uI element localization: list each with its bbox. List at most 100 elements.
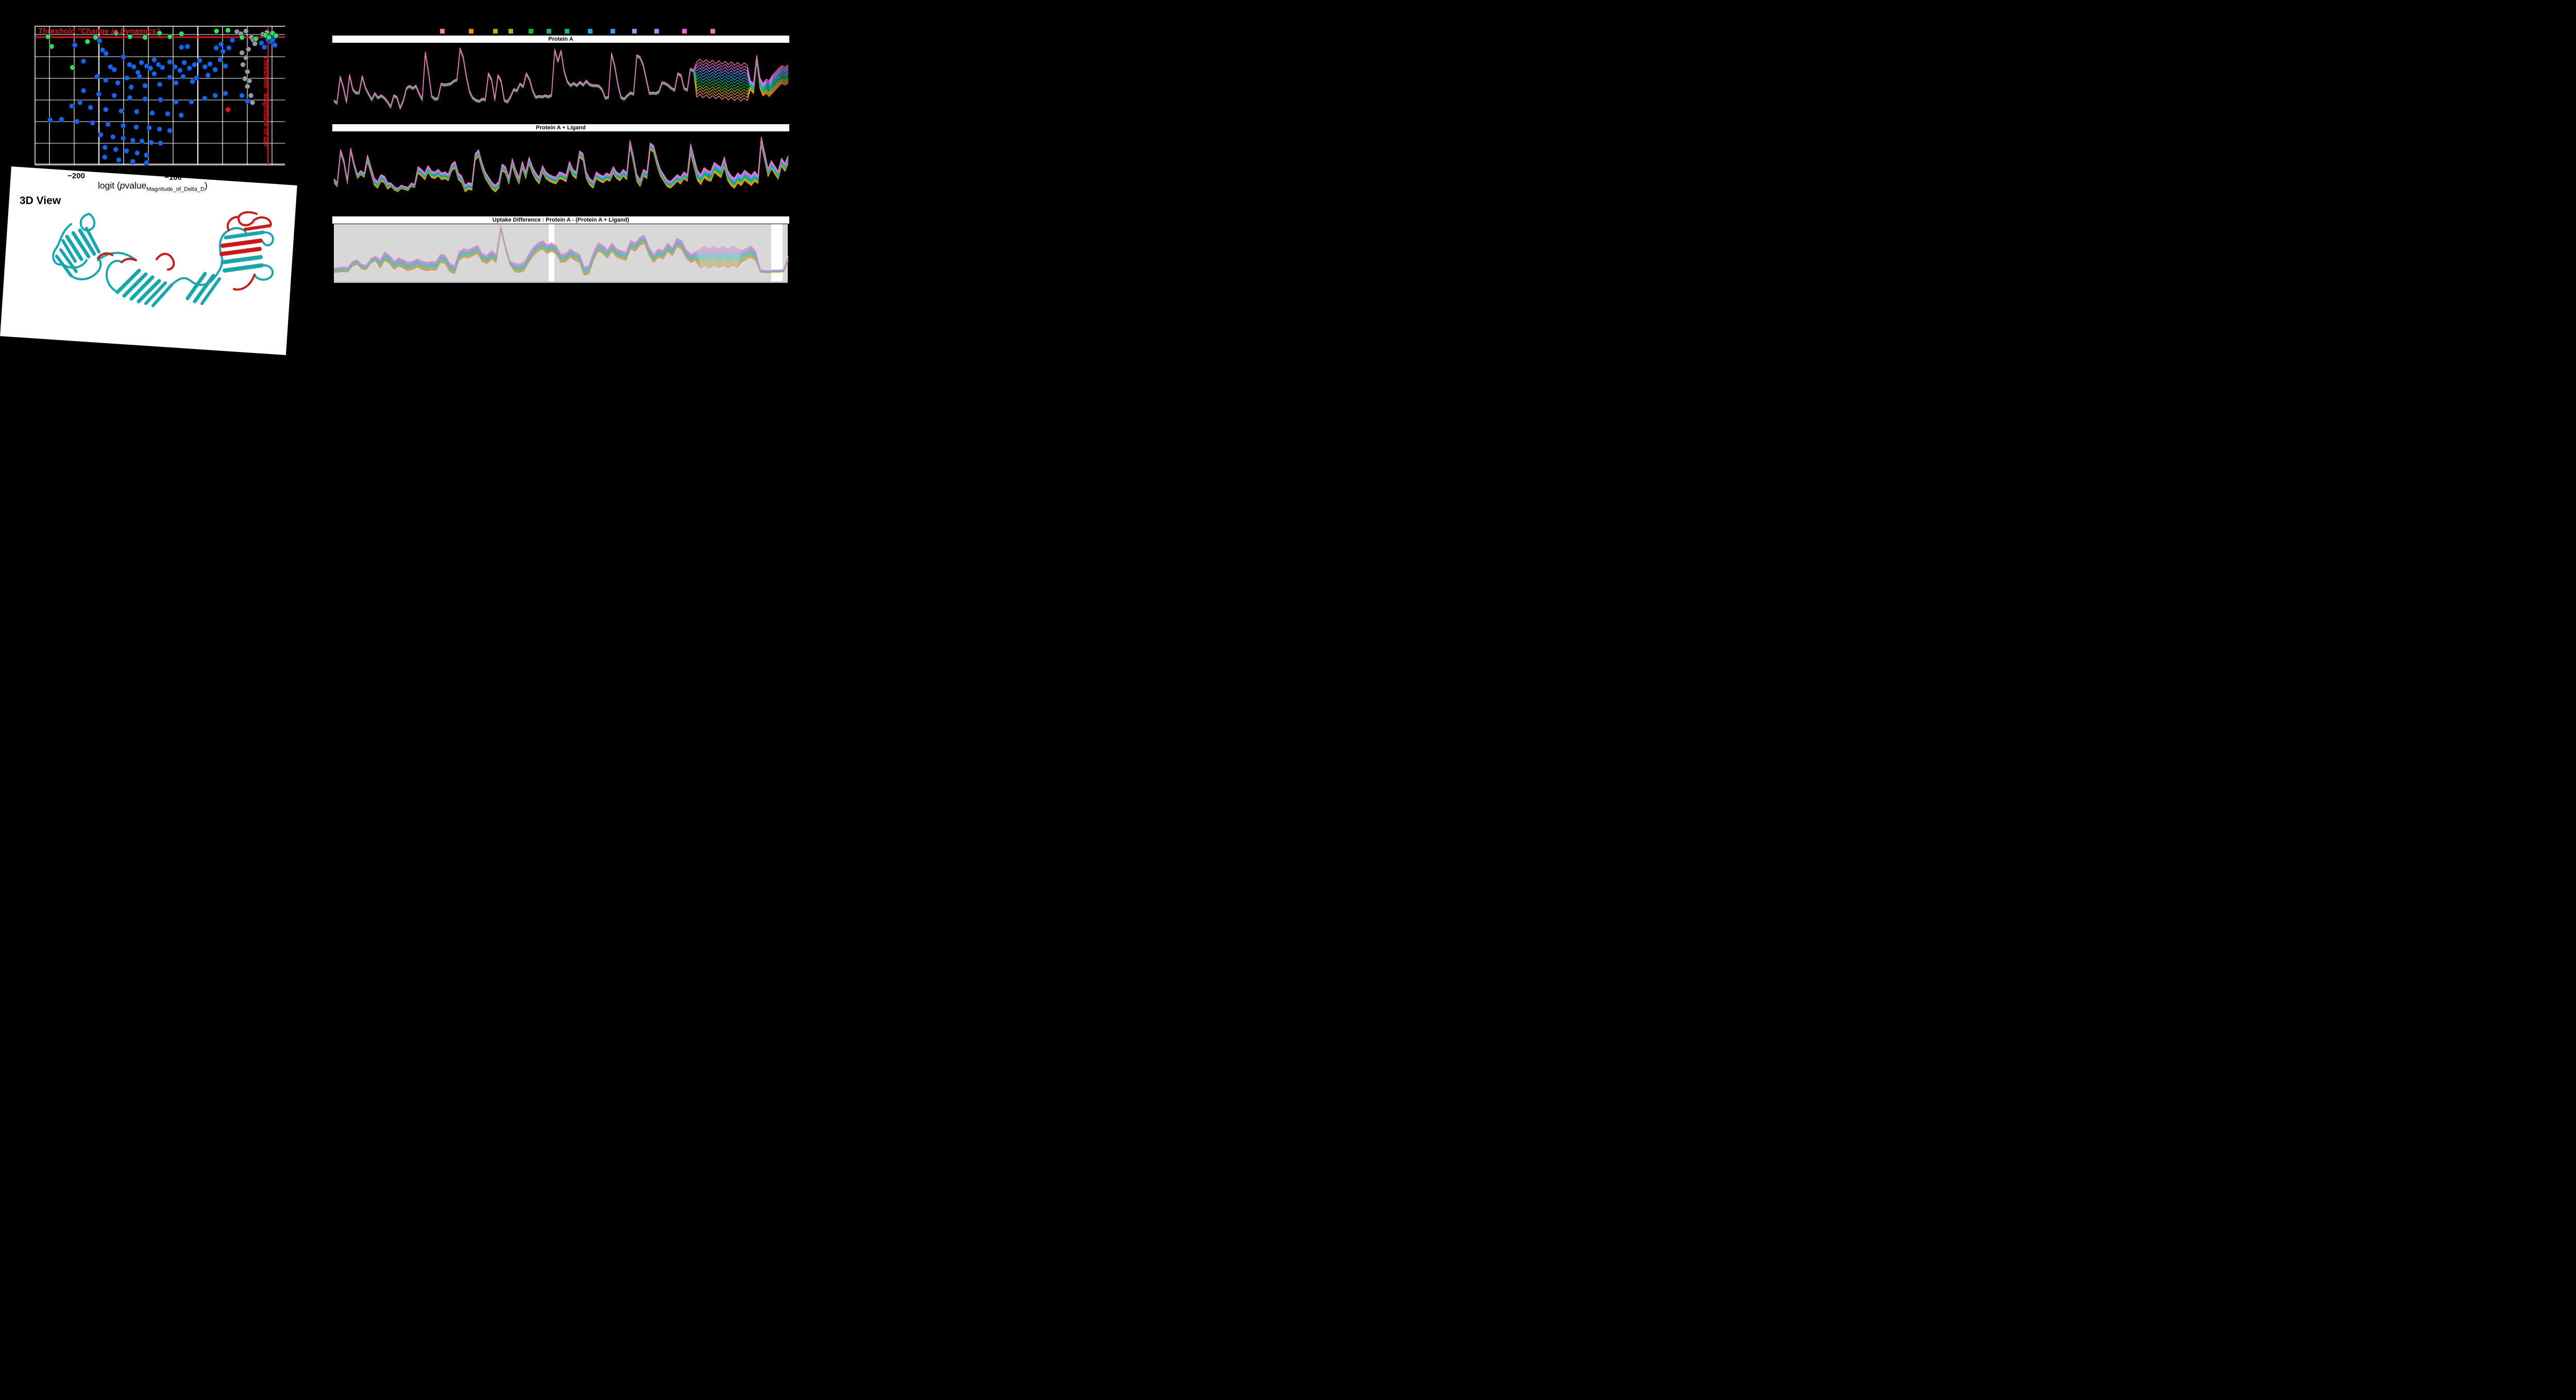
scatter-point-blue[interactable] [96,91,102,97]
legend-swatch-12[interactable] [682,29,687,33]
scatter-point-blue[interactable] [177,68,183,73]
scatter-point-blue[interactable] [239,93,245,98]
scatter-point-green[interactable] [157,30,162,36]
scatter-point-blue[interactable] [149,110,155,116]
scatter-point-blue[interactable] [105,121,111,127]
scatter-point-blue[interactable] [146,125,152,131]
legend-swatch-10[interactable] [632,29,637,33]
scatter-point-blue[interactable] [96,38,103,44]
scatter-point-blue[interactable] [158,140,163,146]
scatter-point-blue[interactable] [193,75,199,81]
scatter-point-blue[interactable] [120,135,126,141]
scatter-point-gray[interactable] [242,76,248,82]
legend-swatch-13[interactable] [710,29,715,33]
scatter-point-blue[interactable] [103,77,109,83]
scatter-point-gray[interactable] [245,46,251,52]
scatter-point-blue[interactable] [192,62,197,68]
scatter-point-blue[interactable] [202,64,208,70]
scatter-point-blue[interactable] [167,74,173,80]
scatter-point-green[interactable] [273,32,279,39]
scatter-point-blue[interactable] [167,128,173,133]
scatter-point-blue[interactable] [259,40,264,46]
scatter-point-blue[interactable] [178,112,184,118]
scatter-point-blue[interactable] [189,99,194,105]
scatter-point-blue[interactable] [197,58,202,63]
scatter-point-blue[interactable] [151,71,157,77]
scatter-point-blue[interactable] [226,45,232,51]
scatter-point-green[interactable] [113,30,119,36]
scatter-point-blue[interactable] [148,140,154,145]
scatter-point-blue[interactable] [223,90,228,96]
scatter-point-blue[interactable] [90,120,95,126]
scatter-point-green[interactable] [84,39,91,44]
scatter-point-blue[interactable] [72,42,78,48]
scatter-point-blue[interactable] [59,116,64,122]
scatter-point-blue[interactable] [157,81,163,87]
scatter-point-blue[interactable] [80,58,87,64]
scatter-point-green[interactable] [266,35,272,40]
scatter-point-blue[interactable] [201,95,208,102]
scatter-point-blue[interactable] [124,75,130,81]
scatter-point-green[interactable] [48,43,55,49]
scatter-point-blue[interactable] [130,158,135,164]
scatter-point-blue[interactable] [217,57,223,63]
scatter-point-blue[interactable] [133,124,139,130]
scatter-point-blue[interactable] [121,54,127,60]
scatter-point-green[interactable] [45,33,51,40]
scatter-point-green[interactable] [225,27,231,33]
scatter-point-blue[interactable] [80,88,87,94]
legend-swatch-3[interactable] [493,29,498,33]
scatter-point-blue[interactable] [272,42,278,48]
scatter-point-gray[interactable] [248,93,254,98]
scatter-point-blue[interactable] [103,107,109,112]
scatter-point-blue[interactable] [157,126,162,132]
scatter-point-blue[interactable] [180,74,186,79]
scatter-point-blue[interactable] [124,148,129,154]
scatter-point-blue[interactable] [178,44,184,50]
scatter-point-blue[interactable] [127,95,133,100]
scatter-point-green[interactable] [93,35,98,40]
scatter-point-blue[interactable] [130,138,135,143]
scatter-point-green[interactable] [142,35,148,40]
scatter-point-blue[interactable] [160,64,165,71]
scatter-point-blue[interactable] [142,96,148,102]
scatter-point-green[interactable] [127,33,133,40]
legend-swatch-1[interactable] [440,29,445,33]
scatter-point-blue[interactable] [137,74,143,79]
scatter-point-blue[interactable] [69,103,75,109]
scatter-point-blue[interactable] [207,61,213,67]
scatter-point-blue[interactable] [212,93,218,98]
scatter-point-blue[interactable] [218,41,224,47]
legend-swatch-5[interactable] [529,29,533,33]
scatter-point-blue[interactable] [102,144,108,150]
scatter-point-blue[interactable] [173,80,179,86]
scatter-point-blue[interactable] [181,60,187,65]
scatter-point-green[interactable] [70,64,76,71]
scatter-point-blue[interactable] [115,80,121,86]
scatter-point-blue[interactable] [167,59,173,65]
scatter-point-blue[interactable] [151,57,157,63]
scatter-point-green[interactable] [239,35,245,40]
scatter-point-blue[interactable] [134,150,140,156]
scatter-point-blue[interactable] [173,99,179,105]
legend-swatch-2[interactable] [469,29,473,33]
scatter-point-blue[interactable] [77,99,83,106]
scatter-point-blue[interactable] [158,97,163,103]
scatter-point-blue[interactable] [110,134,116,140]
scatter-point-blue[interactable] [142,82,148,89]
scatter-point-blue[interactable] [74,119,80,125]
scatter-point-blue[interactable] [244,98,250,104]
scatter-point-blue[interactable] [94,74,100,79]
scatter-point-blue[interactable] [88,105,94,110]
scatter-point-blue[interactable] [139,138,145,144]
scatter-point-green[interactable] [167,33,173,40]
scatter-point-gray[interactable] [244,83,250,90]
scatter-point-blue[interactable] [156,62,161,68]
scatter-point-gray[interactable] [252,41,258,47]
scatter-point-gray[interactable] [244,69,250,75]
scatter-point-blue[interactable] [184,43,191,49]
scatter-point-gray[interactable] [240,62,246,68]
scatter-point-blue[interactable] [269,38,276,43]
scatter-point-blue[interactable] [165,111,171,117]
scatter-point-blue[interactable] [128,84,134,90]
